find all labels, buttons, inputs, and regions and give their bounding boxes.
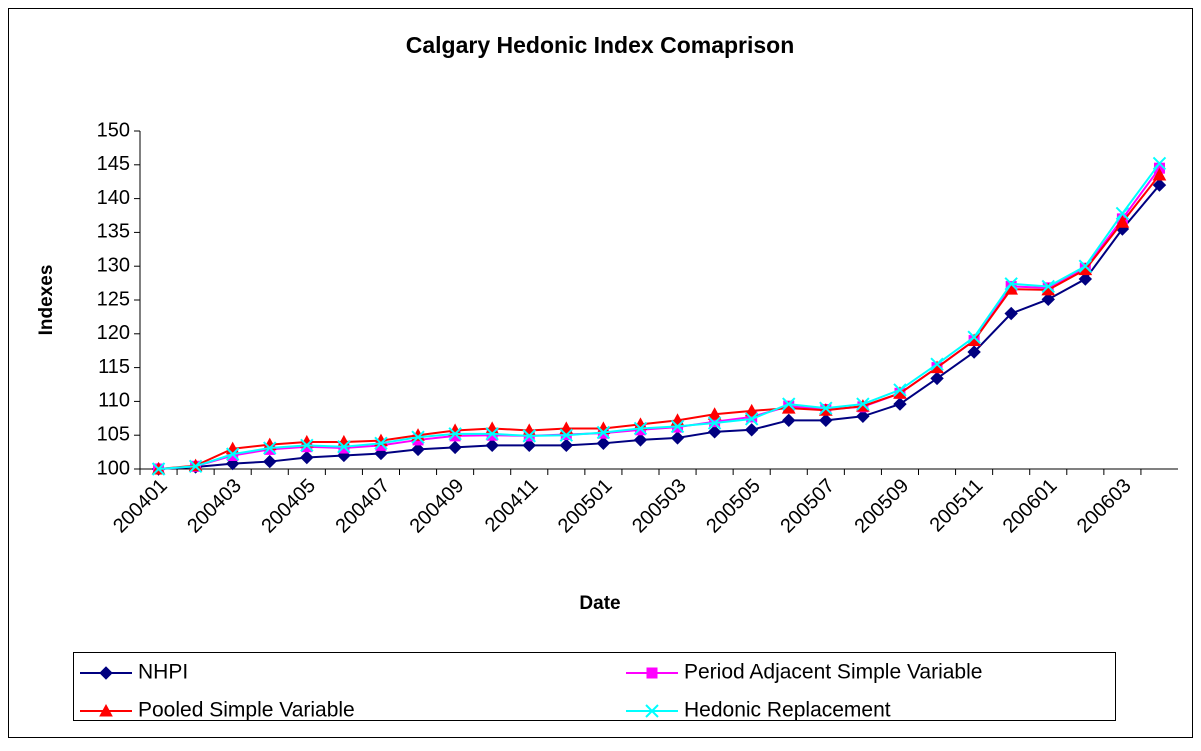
marker [744, 403, 759, 417]
marker [1152, 156, 1167, 171]
marker [300, 450, 314, 465]
y-tick-label: 110 [98, 390, 130, 412]
marker [1115, 206, 1130, 221]
marker [856, 397, 870, 411]
marker [782, 397, 796, 411]
legend-item: Hedonic Replacement [626, 699, 891, 722]
marker [485, 438, 499, 453]
marker [188, 459, 203, 474]
series-line [158, 162, 1161, 470]
marker [856, 409, 870, 423]
marker [263, 441, 277, 455]
marker [522, 438, 536, 453]
y-tick-label: 150 [97, 119, 130, 141]
marker [744, 423, 759, 437]
marker [645, 704, 659, 718]
chart-title: Calgary Hedonic Index Comaprison [406, 32, 795, 58]
y-tick-label: 140 [97, 187, 130, 209]
marker [633, 421, 648, 436]
marker [485, 427, 499, 441]
legend [73, 652, 1116, 721]
marker [893, 383, 907, 397]
marker [596, 425, 611, 440]
marker [225, 447, 240, 461]
x-axis-label: Date [579, 593, 620, 614]
marker [670, 431, 685, 445]
y-tick-label: 105 [97, 423, 130, 445]
marker [1152, 167, 1167, 181]
marker [967, 345, 981, 359]
marker [893, 397, 907, 411]
marker [337, 439, 351, 454]
marker [744, 412, 759, 426]
y-tick-label: 100 [97, 457, 130, 479]
marker [1078, 259, 1093, 273]
y-tick-label: 130 [97, 254, 130, 276]
marker [263, 454, 277, 469]
marker [707, 425, 722, 439]
marker [819, 413, 833, 428]
marker [1078, 272, 1093, 286]
chart-border [8, 8, 1193, 738]
marker [448, 427, 462, 441]
marker [1041, 279, 1055, 294]
legend-item: NHPI [80, 661, 188, 684]
series-line [158, 184, 1161, 470]
marker [1152, 178, 1167, 192]
marker [559, 428, 574, 442]
y-tick-label: 115 [98, 356, 130, 378]
marker [99, 703, 113, 717]
marker [633, 433, 648, 447]
marker [448, 440, 462, 455]
legend-label: Period Adjacent Simple Variable [684, 661, 982, 684]
legend-label: Hedonic Replacement [684, 699, 891, 722]
series-line [158, 174, 1161, 470]
marker [559, 421, 574, 434]
marker [596, 436, 611, 451]
marker [411, 442, 425, 457]
marker [1004, 277, 1018, 291]
marker [374, 436, 388, 451]
marker [930, 357, 944, 371]
y-tick-label: 125 [97, 288, 130, 310]
marker [1004, 306, 1018, 321]
marker [411, 430, 425, 444]
marker [151, 462, 166, 476]
marker [967, 330, 981, 344]
marker [670, 419, 685, 434]
marker [99, 666, 113, 680]
marker [522, 429, 536, 443]
legend-item: Pooled Simple Variable [80, 699, 355, 722]
marker [707, 416, 722, 430]
y-tick-label: 135 [97, 221, 130, 243]
legend-label: Pooled Simple Variable [138, 699, 355, 722]
marker [782, 413, 796, 428]
marker [646, 667, 658, 679]
legend-item: Period Adjacent Simple Variable [626, 661, 982, 684]
marker [559, 438, 574, 453]
marker [930, 371, 944, 386]
marker [1115, 215, 1130, 228]
marker [1041, 292, 1055, 307]
legend-label: NHPI [138, 661, 188, 684]
y-tick-label: 120 [97, 322, 130, 344]
marker [300, 438, 314, 453]
marker [819, 401, 833, 415]
y-tick-label: 145 [97, 153, 130, 175]
marker [707, 407, 722, 420]
y-axis-label: Indexes [36, 265, 57, 336]
